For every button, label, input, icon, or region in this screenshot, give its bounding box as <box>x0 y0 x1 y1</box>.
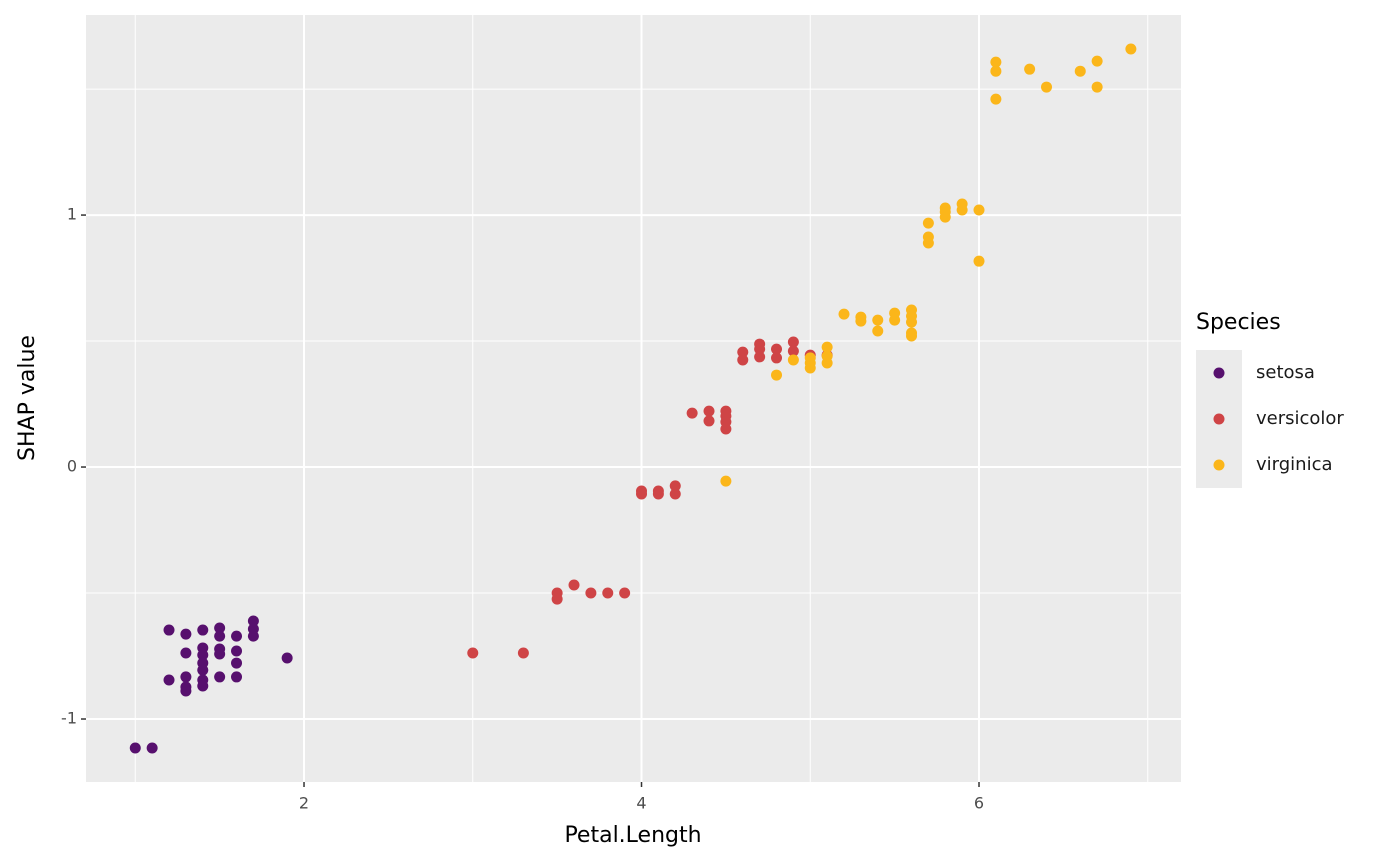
point <box>197 680 209 692</box>
point <box>163 624 175 636</box>
point <box>1041 81 1053 93</box>
x-tick-label: 6 <box>974 794 984 813</box>
point <box>602 587 614 599</box>
point <box>163 674 175 686</box>
x-tick-label: 4 <box>636 794 646 813</box>
point <box>669 488 681 500</box>
x-tick-label: 2 <box>299 794 309 813</box>
point <box>720 423 732 435</box>
point <box>619 587 631 599</box>
point <box>703 415 715 427</box>
point <box>922 217 934 229</box>
point <box>787 336 799 348</box>
point <box>1024 63 1036 75</box>
point <box>754 343 766 355</box>
point <box>686 407 698 419</box>
point <box>197 624 209 636</box>
point <box>990 65 1002 77</box>
point <box>197 649 209 661</box>
point <box>703 405 715 417</box>
point <box>821 341 833 353</box>
point <box>231 645 243 657</box>
point <box>214 648 226 660</box>
point <box>1091 55 1103 67</box>
point <box>973 204 985 216</box>
point <box>1074 65 1086 77</box>
point <box>990 93 1002 105</box>
point <box>669 480 681 492</box>
point <box>180 685 192 697</box>
point <box>872 325 884 337</box>
plot-panel <box>86 15 1181 782</box>
y-tick-label: -1 <box>61 709 77 728</box>
legend-label: versicolor <box>1256 408 1344 429</box>
point <box>214 630 226 642</box>
point <box>855 315 867 327</box>
point <box>787 354 799 366</box>
point <box>231 657 243 669</box>
point <box>804 362 816 374</box>
point <box>247 630 259 642</box>
point <box>636 488 648 500</box>
point <box>906 330 918 342</box>
point <box>872 314 884 326</box>
y-axis-title: SHAP value <box>15 335 40 461</box>
point <box>180 671 192 683</box>
legend-label: virginica <box>1256 454 1333 475</box>
point <box>197 664 209 676</box>
point <box>973 255 985 267</box>
point <box>737 346 749 358</box>
point <box>737 354 749 366</box>
point <box>231 630 243 642</box>
point <box>247 615 259 627</box>
point <box>990 56 1002 68</box>
y-tick-label: 0 <box>67 457 77 476</box>
legend-label: setosa <box>1256 362 1315 383</box>
point <box>956 204 968 216</box>
legend-key <box>1213 367 1225 379</box>
point <box>231 671 243 683</box>
point <box>922 237 934 249</box>
point <box>889 314 901 326</box>
point <box>1125 43 1137 55</box>
y-tick-label: 1 <box>67 205 77 224</box>
point <box>771 369 783 381</box>
point <box>517 647 529 659</box>
x-axis-title: Petal.Length <box>564 823 701 848</box>
point <box>180 628 192 640</box>
point <box>939 211 951 223</box>
point <box>585 587 597 599</box>
point <box>771 352 783 364</box>
legend-key <box>1213 413 1225 425</box>
point <box>146 742 158 754</box>
point <box>787 345 799 357</box>
point <box>771 343 783 355</box>
point <box>180 647 192 659</box>
point <box>551 593 563 605</box>
point <box>720 475 732 487</box>
legend-key <box>1213 459 1225 471</box>
point <box>214 622 226 634</box>
point <box>568 579 580 591</box>
point <box>652 488 664 500</box>
point <box>821 357 833 369</box>
point <box>754 351 766 363</box>
point <box>214 671 226 683</box>
point <box>129 742 141 754</box>
point <box>838 308 850 320</box>
point <box>467 647 479 659</box>
legend-title: Species <box>1196 310 1281 335</box>
point <box>281 652 293 664</box>
point <box>1091 81 1103 93</box>
point <box>906 316 918 328</box>
